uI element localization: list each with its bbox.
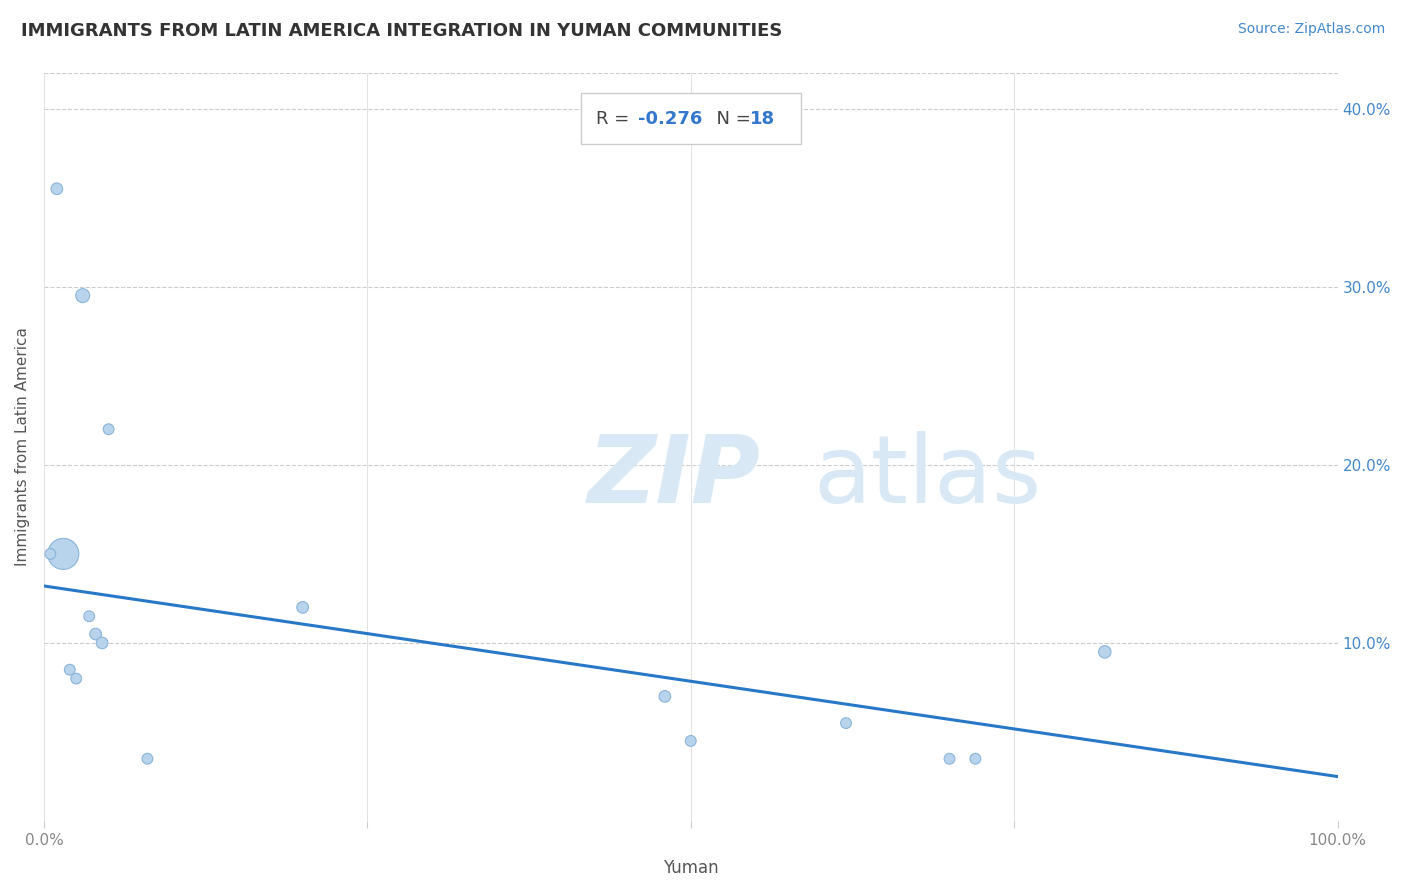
Text: N =: N =: [704, 110, 756, 128]
Text: -0.276: -0.276: [638, 110, 702, 128]
Y-axis label: Immigrants from Latin America: Immigrants from Latin America: [15, 327, 30, 566]
Point: [1094, 645, 1116, 659]
Point: [77, 609, 100, 624]
Point: [72, 288, 94, 302]
Point: [291, 600, 314, 615]
Text: R =: R =: [596, 110, 636, 128]
Text: ZIP: ZIP: [588, 431, 761, 523]
Text: atlas: atlas: [814, 431, 1042, 523]
Point: [65, 672, 87, 686]
Point: [965, 752, 987, 766]
Point: [45, 182, 67, 196]
Point: [39, 547, 62, 561]
X-axis label: Yuman: Yuman: [664, 859, 718, 877]
Point: [91, 636, 114, 650]
Point: [835, 716, 858, 731]
Point: [654, 690, 676, 704]
Text: IMMIGRANTS FROM LATIN AMERICA INTEGRATION IN YUMAN COMMUNITIES: IMMIGRANTS FROM LATIN AMERICA INTEGRATIO…: [21, 22, 783, 40]
Point: [938, 752, 960, 766]
FancyBboxPatch shape: [581, 93, 801, 144]
Point: [136, 752, 159, 766]
Text: 18: 18: [751, 110, 775, 128]
Point: [59, 663, 82, 677]
Point: [84, 627, 107, 641]
Point: [52, 547, 75, 561]
Text: Source: ZipAtlas.com: Source: ZipAtlas.com: [1237, 22, 1385, 37]
Point: [97, 422, 120, 436]
Point: [679, 734, 702, 748]
